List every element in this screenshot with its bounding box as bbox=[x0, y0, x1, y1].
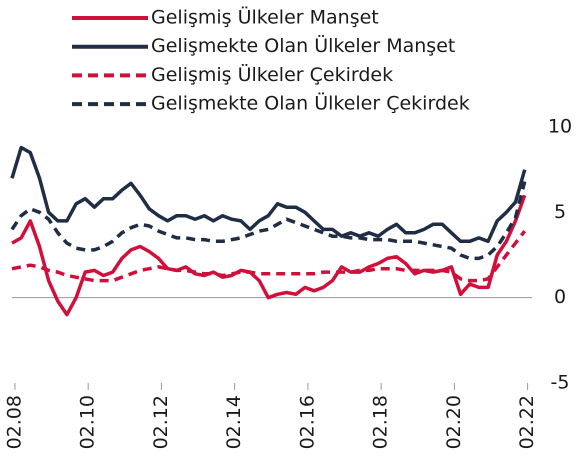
x-tick-label: 02.16 bbox=[296, 395, 318, 449]
legend-label: Gelişmekte Olan Ülkeler Çekirdek bbox=[151, 92, 470, 115]
series-line bbox=[10, 145, 527, 244]
x-tick-label: 02.20 bbox=[443, 395, 465, 449]
y-tick-label: -5 bbox=[551, 372, 570, 394]
series-line bbox=[11, 194, 527, 317]
y-tick-label: 0 bbox=[554, 286, 566, 308]
legend-label: Gelişmiş Ülkeler Çekirdek bbox=[151, 63, 393, 86]
x-tick-label: 02.22 bbox=[516, 395, 538, 449]
legend-label: Gelişmiş Ülkeler Manşet bbox=[151, 6, 379, 29]
x-tick-label: 02.10 bbox=[77, 395, 99, 449]
y-tick-label: 10 bbox=[548, 116, 572, 138]
series-line bbox=[11, 230, 527, 283]
x-tick-label: 02.08 bbox=[3, 395, 25, 449]
x-tick-label: 02.12 bbox=[150, 395, 172, 449]
x-tick-label: 02.18 bbox=[370, 395, 392, 449]
x-tick-label: 02.14 bbox=[223, 395, 245, 449]
legend-label: Gelişmekte Olan Ülkeler Manşet bbox=[151, 34, 455, 57]
y-tick-label: 5 bbox=[554, 201, 566, 223]
series-line bbox=[10, 181, 527, 261]
